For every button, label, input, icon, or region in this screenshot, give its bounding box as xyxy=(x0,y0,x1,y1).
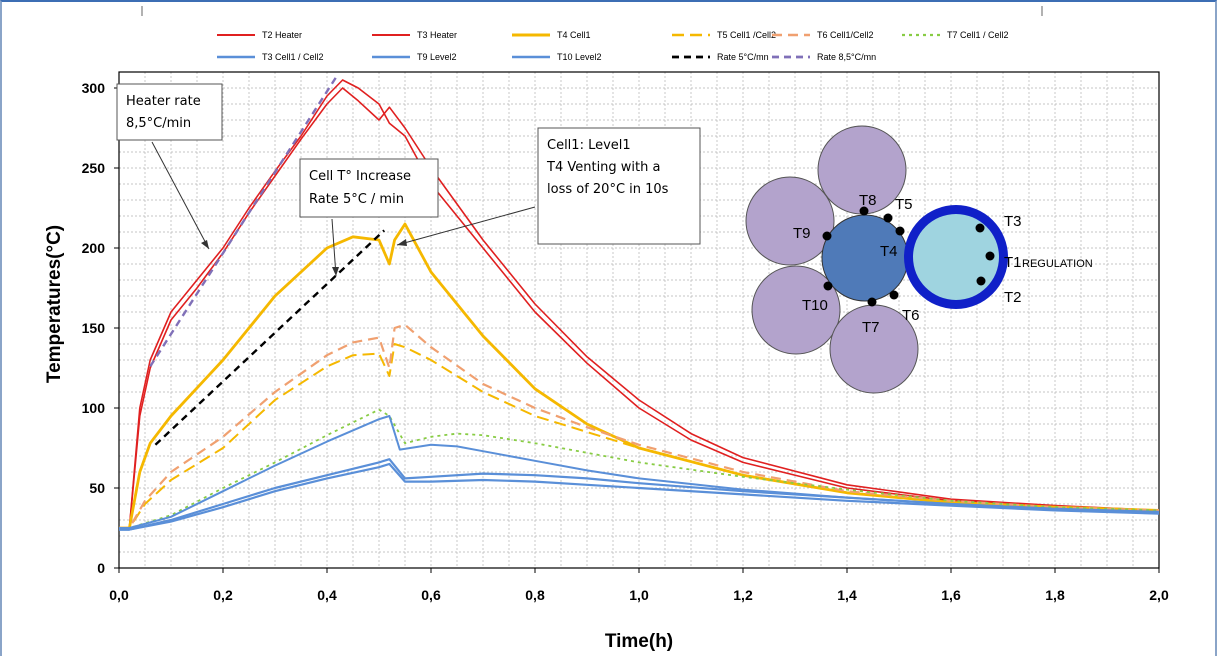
sensor-dot xyxy=(859,206,869,216)
sensor-label-t1: T1 xyxy=(1004,254,1022,271)
annotation-box xyxy=(299,158,439,218)
x-tick-label: 0,6 xyxy=(421,587,441,603)
cylinder-cell xyxy=(751,265,841,355)
legend-label: T5 Cell1 /Cell2 xyxy=(717,30,776,40)
annotation-line: Rate 5°C / min xyxy=(309,192,404,207)
sensor-label-t7: T7 xyxy=(862,319,880,336)
annotation-venting: Cell1: Level1 T4 Venting with a loss of … xyxy=(396,127,701,246)
annotation-line: Heater rate xyxy=(126,94,201,109)
legend-label: T10 Level2 xyxy=(557,52,602,62)
arrowhead xyxy=(332,267,339,276)
legend-label: Rate 5°C/mn xyxy=(717,52,769,62)
annotation-line: 8,5°C/min xyxy=(126,116,191,131)
series-line xyxy=(119,462,1159,531)
annotation-heater-rate: Heater rate 8,5°C/min xyxy=(116,83,223,250)
x-axis-ticks: 0,0 0,2 0,4 0,6 0,8 1,0 1,2 1,4 1,6 1,8 2,0 xyxy=(109,568,1169,603)
x-tick-label: 1,4 xyxy=(837,587,857,603)
annotation-arrow xyxy=(151,141,210,250)
sensor-dot xyxy=(867,297,877,307)
legend-label: T7 Cell1 / Cell2 xyxy=(947,30,1009,40)
series-line xyxy=(119,87,1159,529)
legend-label: T4 Cell1 xyxy=(557,30,591,40)
sensor-label-t2: T2 xyxy=(1004,289,1022,306)
sensor-dot xyxy=(822,231,832,241)
legend-label: T3 Cell1 / Cell2 xyxy=(262,52,324,62)
sensor-label-t5: T5 xyxy=(895,196,913,213)
x-axis-label: Time(h) xyxy=(605,631,673,652)
y-tick-label: 200 xyxy=(82,240,106,256)
y-tick-label: 300 xyxy=(82,80,106,96)
x-tick-label: 1,8 xyxy=(1045,587,1065,603)
y-tick-label: 100 xyxy=(82,400,106,416)
y-axis-label: Temperatures(°C) xyxy=(44,225,65,383)
x-tick-label: 1,0 xyxy=(629,587,649,603)
annotation-line: loss of 20°C in 10s xyxy=(547,182,669,197)
annotation-cell-rate: Cell T° Increase Rate 5°C / min xyxy=(299,158,439,277)
sensor-dot xyxy=(895,226,905,236)
y-tick-label: 150 xyxy=(82,320,106,336)
series-line xyxy=(149,74,339,368)
sensor-label-t6: T6 xyxy=(902,307,920,324)
y-tick-label: 250 xyxy=(82,160,106,176)
x-tick-label: 0,0 xyxy=(109,587,129,603)
legend-label: T6 Cell1/Cell2 xyxy=(817,30,874,40)
arrowhead xyxy=(201,240,209,249)
x-tick-label: 0,4 xyxy=(317,587,337,603)
chart-legend: T2 Heater T3 Heater T4 Cell1 T5 Cell1 /Cell… xyxy=(217,30,1009,62)
sensor-dot xyxy=(823,281,833,291)
legend-label: T9 Level2 xyxy=(417,52,457,62)
cylinder-cell xyxy=(745,176,835,266)
annotation-line: Cell1: Level1 xyxy=(547,138,631,153)
annotation-box xyxy=(537,127,701,245)
y-axis-ticks: 0 50 100 150 200 250 300 xyxy=(82,80,119,576)
x-tick-label: 1,2 xyxy=(733,587,753,603)
sensor-dot xyxy=(883,213,893,223)
sensor-dot xyxy=(975,223,985,233)
regulation-label: REGULATION xyxy=(1022,258,1093,270)
x-tick-label: 0,2 xyxy=(213,587,233,603)
series-line xyxy=(119,79,1159,529)
sensor-label-t4: T4 xyxy=(880,243,898,260)
series-line xyxy=(119,323,1159,530)
x-tick-label: 0,8 xyxy=(525,587,545,603)
cell-arrangement-diagram: T8 T5 T9 T4 T3 T1 T10 T7 T6 T2 REGULATIO… xyxy=(745,125,1093,394)
series-line xyxy=(119,343,1159,529)
x-tick-label: 2,0 xyxy=(1149,587,1169,603)
y-tick-label: 0 xyxy=(97,560,105,576)
annotation-line: Cell T° Increase xyxy=(309,169,411,184)
series-line xyxy=(119,458,1159,531)
annotation-line: T4 Venting with a xyxy=(546,160,660,175)
sensor-dot xyxy=(985,251,995,261)
legend-label: T3 Heater xyxy=(417,30,457,40)
annotation-arrow xyxy=(396,206,536,246)
sensor-dot xyxy=(889,290,899,300)
annotation-box xyxy=(116,83,223,141)
x-tick-label: 1,6 xyxy=(941,587,961,603)
arrowhead xyxy=(397,239,407,246)
sensor-label-t10: T10 xyxy=(802,297,828,314)
y-tick-label: 50 xyxy=(89,480,105,496)
annotation-arrow xyxy=(331,218,337,277)
series-line xyxy=(154,229,386,446)
series-lines xyxy=(119,74,1159,531)
sensor-label-t3: T3 xyxy=(1004,213,1022,230)
legend-label: T2 Heater xyxy=(262,30,302,40)
sensor-label-t8: T8 xyxy=(859,192,877,209)
legend-label: Rate 8,5°C/mn xyxy=(817,52,876,62)
sensor-label-t9: T9 xyxy=(793,225,811,242)
sensor-dot xyxy=(976,276,986,286)
